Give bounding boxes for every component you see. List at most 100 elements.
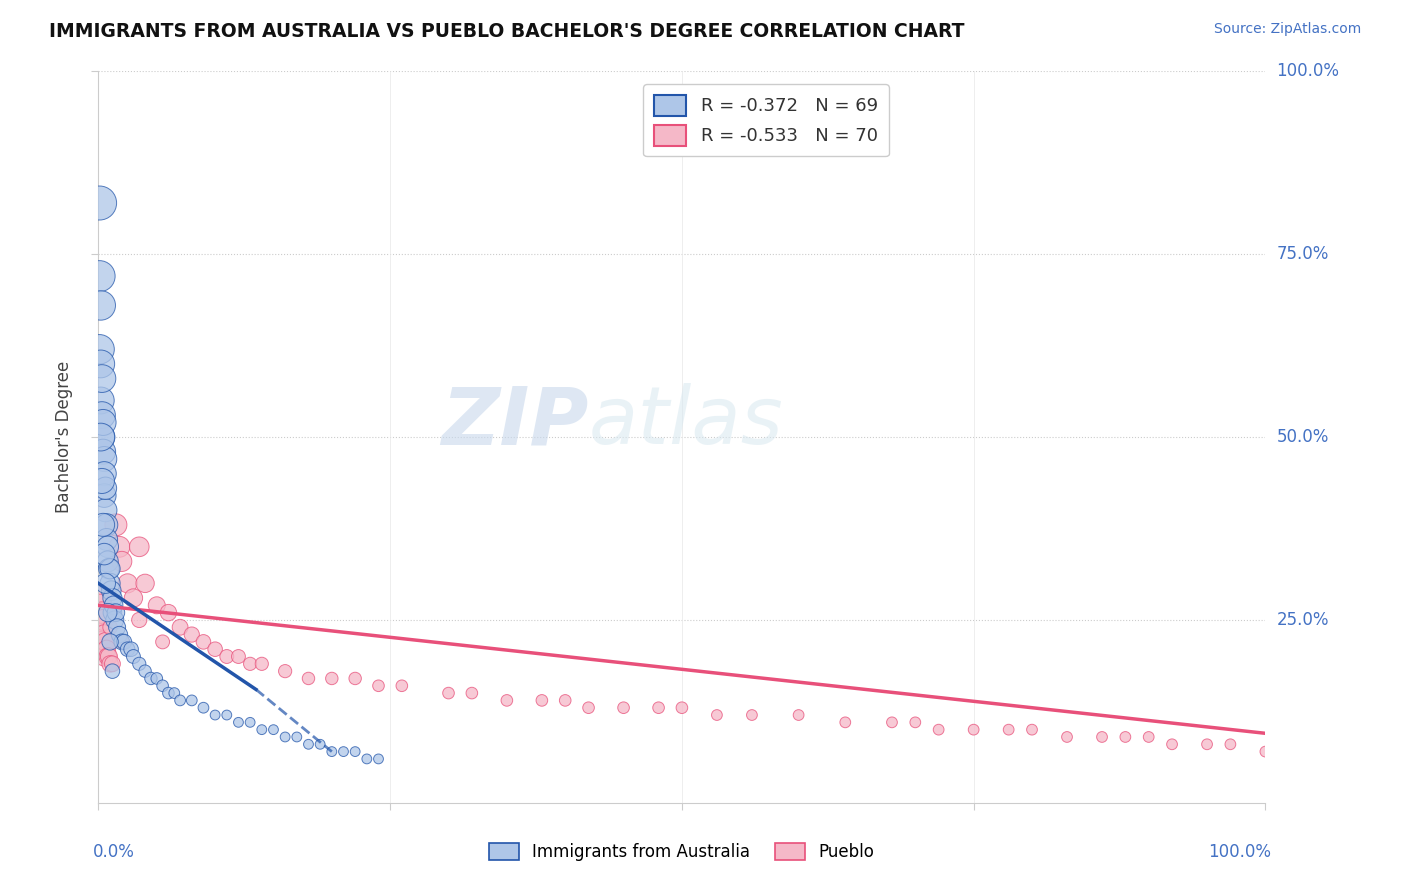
Text: ZIP: ZIP [441,384,589,461]
Point [128,657,150,671]
Point [647,700,669,714]
Point [108,627,131,641]
Point [128,540,150,554]
Text: IMMIGRANTS FROM AUSTRALIA VS PUEBLO BACHELOR'S DEGREE CORRELATION CHART: IMMIGRANTS FROM AUSTRALIA VS PUEBLO BACH… [49,22,965,41]
Point [90,430,112,444]
Point [104,517,127,532]
Point [90,408,112,422]
Text: 25.0%: 25.0% [1277,611,1329,629]
Point [146,672,169,686]
Point [101,591,124,605]
Point [134,576,156,591]
Point [90,298,112,312]
Point [101,606,124,620]
Point [437,686,460,700]
Point [120,642,142,657]
Point [321,745,343,759]
Point [787,708,810,723]
Point [97,554,120,568]
Text: Source: ZipAtlas.com: Source: ZipAtlas.com [1213,22,1361,37]
Point [94,635,117,649]
Point [344,745,367,759]
Point [139,672,162,686]
Point [1219,737,1241,751]
Point [97,562,120,576]
Text: 100.0%: 100.0% [1277,62,1340,80]
Point [180,693,202,707]
Point [706,708,728,723]
Point [104,613,127,627]
Point [163,686,186,700]
Point [152,635,174,649]
Text: atlas: atlas [589,384,783,461]
Point [112,635,135,649]
Point [117,576,139,591]
Point [671,700,693,714]
Point [90,474,112,488]
Point [274,730,297,744]
Point [111,635,134,649]
Point [228,715,250,730]
Point [93,452,115,467]
Point [146,599,169,613]
Point [285,730,308,744]
Point [297,737,319,751]
Point [169,620,191,634]
Point [91,613,114,627]
Point [91,444,114,458]
Point [98,576,121,591]
Point [90,371,112,385]
Point [962,723,984,737]
Point [97,649,120,664]
Point [96,533,118,547]
Point [297,672,319,686]
Point [741,708,763,723]
Point [204,642,226,657]
Point [928,723,950,737]
Point [93,467,115,481]
Point [1114,730,1136,744]
Point [321,672,343,686]
Point [367,752,389,766]
Point [239,657,262,671]
Point [97,606,120,620]
Point [578,700,600,714]
Point [89,591,111,605]
Point [134,664,156,678]
Point [128,613,150,627]
Point [344,672,367,686]
Point [496,693,519,707]
Point [1021,723,1043,737]
Point [96,642,118,657]
Point [193,700,215,714]
Point [105,620,128,634]
Point [89,269,111,284]
Point [367,679,389,693]
Text: 100.0%: 100.0% [1208,843,1271,861]
Point [90,599,112,613]
Point [122,591,145,605]
Point [89,613,111,627]
Point [834,715,856,730]
Point [90,357,112,371]
Point [98,635,121,649]
Point [193,635,215,649]
Point [122,649,145,664]
Point [880,715,903,730]
Point [391,679,413,693]
Point [91,416,114,430]
Point [157,686,180,700]
Point [180,627,202,641]
Text: 50.0%: 50.0% [1277,428,1329,446]
Legend: Immigrants from Australia, Pueblo: Immigrants from Australia, Pueblo [482,836,882,868]
Point [90,430,112,444]
Point [215,708,238,723]
Point [1137,730,1160,744]
Point [461,686,484,700]
Point [274,664,297,678]
Point [97,540,120,554]
Point [103,599,125,613]
Point [90,393,112,408]
Point [94,481,117,495]
Point [90,606,112,620]
